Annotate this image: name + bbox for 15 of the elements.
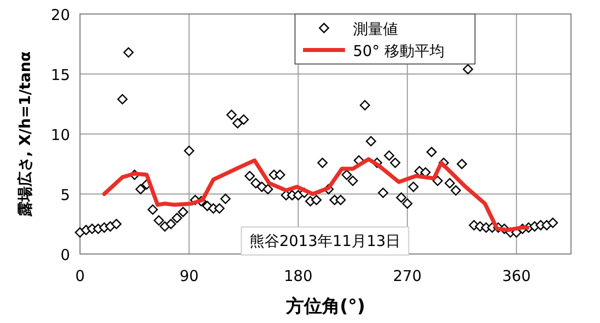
x-axis-title: 方位角(°) [284, 296, 366, 317]
y-tick-label: 5 [60, 186, 70, 204]
x-tick-label: 270 [393, 267, 422, 285]
y-tick-label: 20 [50, 6, 70, 24]
x-tick-label: 90 [180, 267, 199, 285]
x-tick-label: 360 [502, 267, 531, 285]
y-tick-label: 10 [50, 126, 70, 144]
x-tick-label: 180 [284, 267, 313, 285]
annotation: 熊谷2013年11月13日 [249, 232, 401, 250]
x-tick-label: 0 [75, 267, 85, 285]
legend-label: 50° 移動平均 [353, 42, 444, 60]
y-tick-label: 15 [50, 66, 70, 84]
y-axis-title: 露場広さ, X/h=1/tanα [16, 51, 34, 218]
legend-label: 測量値 [353, 20, 398, 38]
y-tick-label: 0 [60, 246, 70, 264]
